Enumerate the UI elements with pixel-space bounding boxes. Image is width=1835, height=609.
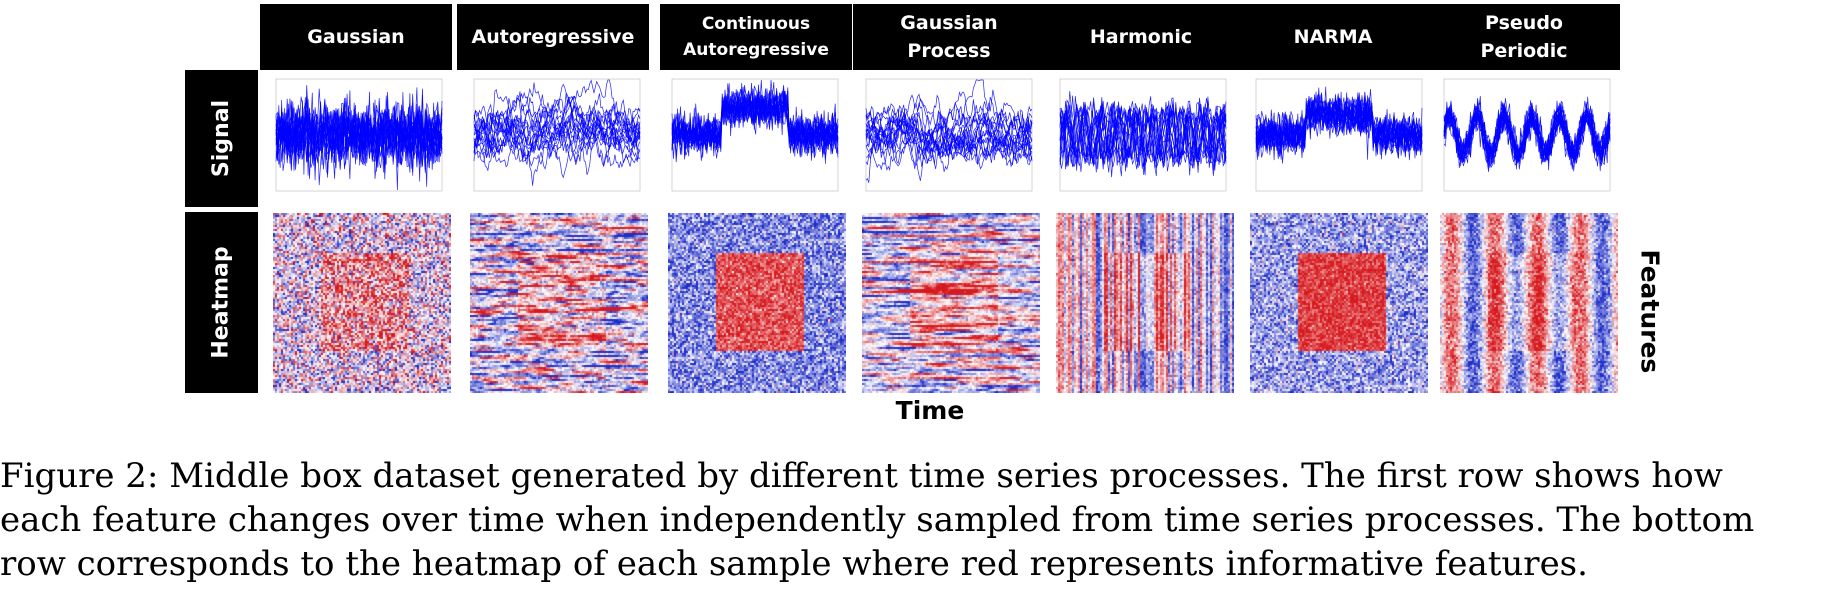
- row-label-signal: Signal: [185, 70, 258, 207]
- signal-trace: [1059, 100, 1227, 176]
- signal-plot-continuous-autoregressive: [671, 78, 839, 192]
- signal-trace: [275, 100, 443, 176]
- row-label-heatmap: Heatmap: [185, 212, 258, 393]
- row-label-heatmap-text: Heatmap: [209, 246, 234, 359]
- row-label-signal-text: Signal: [209, 99, 234, 178]
- column-header-narma: NARMA: [1237, 4, 1429, 70]
- heatmap-narma: [1250, 213, 1428, 393]
- signal-trace: [473, 79, 641, 154]
- y-axis-label-features-text: Features: [1635, 249, 1665, 374]
- signal-trace: [865, 115, 1033, 161]
- caption-line: each feature changes over time when inde…: [0, 500, 1755, 540]
- signal-trace: [1059, 95, 1227, 172]
- signal-plot-pseudo-periodic: [1443, 78, 1611, 192]
- column-header-pseudo-periodic: Pseudo Periodic: [1428, 4, 1620, 70]
- column-header-autoregressive: Autoregressive: [457, 4, 649, 70]
- signal-plot-autoregressive: [473, 78, 641, 192]
- caption-line: Figure 2: Middle box dataset generated b…: [0, 456, 1723, 496]
- column-header-harmonic: Harmonic: [1045, 4, 1237, 70]
- signal-trace: [1443, 100, 1611, 163]
- signal-trace: [1059, 97, 1227, 176]
- signal-trace: [473, 83, 641, 145]
- column-header-gaussian: Gaussian: [260, 4, 452, 70]
- signal-trace: [865, 118, 1033, 164]
- signal-plot-gaussian: [275, 78, 443, 192]
- signal-trace: [473, 97, 641, 158]
- signal-trace: [473, 91, 641, 172]
- signal-trace: [671, 83, 839, 151]
- signal-trace: [1443, 100, 1611, 165]
- signal-trace: [865, 79, 1033, 159]
- signal-trace: [865, 121, 1033, 181]
- signal-trace: [865, 93, 1033, 171]
- caption-line: row corresponds to the heatmap of each s…: [0, 544, 1588, 584]
- signal-trace: [473, 96, 641, 159]
- heatmap-gaussian-process: [862, 213, 1040, 393]
- figure-caption: Figure 2: Middle box dataset generated b…: [0, 454, 1835, 586]
- signal-trace: [1255, 96, 1423, 161]
- signal-trace: [1255, 101, 1423, 160]
- signal-plot-narma: [1255, 78, 1423, 192]
- heatmap-pseudo-periodic: [1440, 213, 1618, 393]
- signal-trace: [473, 88, 641, 153]
- signal-trace: [865, 99, 1033, 183]
- signal-plot-harmonic: [1059, 78, 1227, 192]
- signal-trace: [1255, 97, 1423, 153]
- column-header-continuous-autoregressive: Continuous Autoregressive: [660, 4, 852, 70]
- signal-trace: [473, 105, 641, 162]
- heatmap-continuous-autoregressive: [668, 213, 846, 393]
- signal-trace: [473, 105, 641, 186]
- heatmap-harmonic: [1056, 213, 1234, 393]
- signal-trace: [275, 96, 443, 171]
- signal-trace: [473, 105, 641, 168]
- figure: Gaussian Autoregressive Continuous Autor…: [185, 4, 1670, 425]
- heatmap-gaussian: [273, 213, 451, 393]
- signal-trace: [473, 112, 641, 167]
- heatmap-autoregressive: [470, 213, 648, 393]
- signal-trace: [275, 94, 443, 191]
- signal-trace: [1059, 100, 1227, 168]
- x-axis-label-time: Time: [895, 396, 965, 425]
- signal-trace: [1443, 100, 1611, 167]
- column-header-gaussian-process: Gaussian Process: [853, 4, 1045, 70]
- y-axis-label-features: Features: [1630, 249, 1670, 374]
- signal-plot-gaussian-process: [865, 78, 1033, 192]
